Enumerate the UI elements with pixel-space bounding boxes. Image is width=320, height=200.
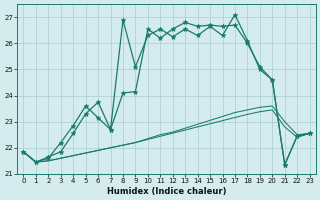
X-axis label: Humidex (Indice chaleur): Humidex (Indice chaleur) (107, 187, 226, 196)
